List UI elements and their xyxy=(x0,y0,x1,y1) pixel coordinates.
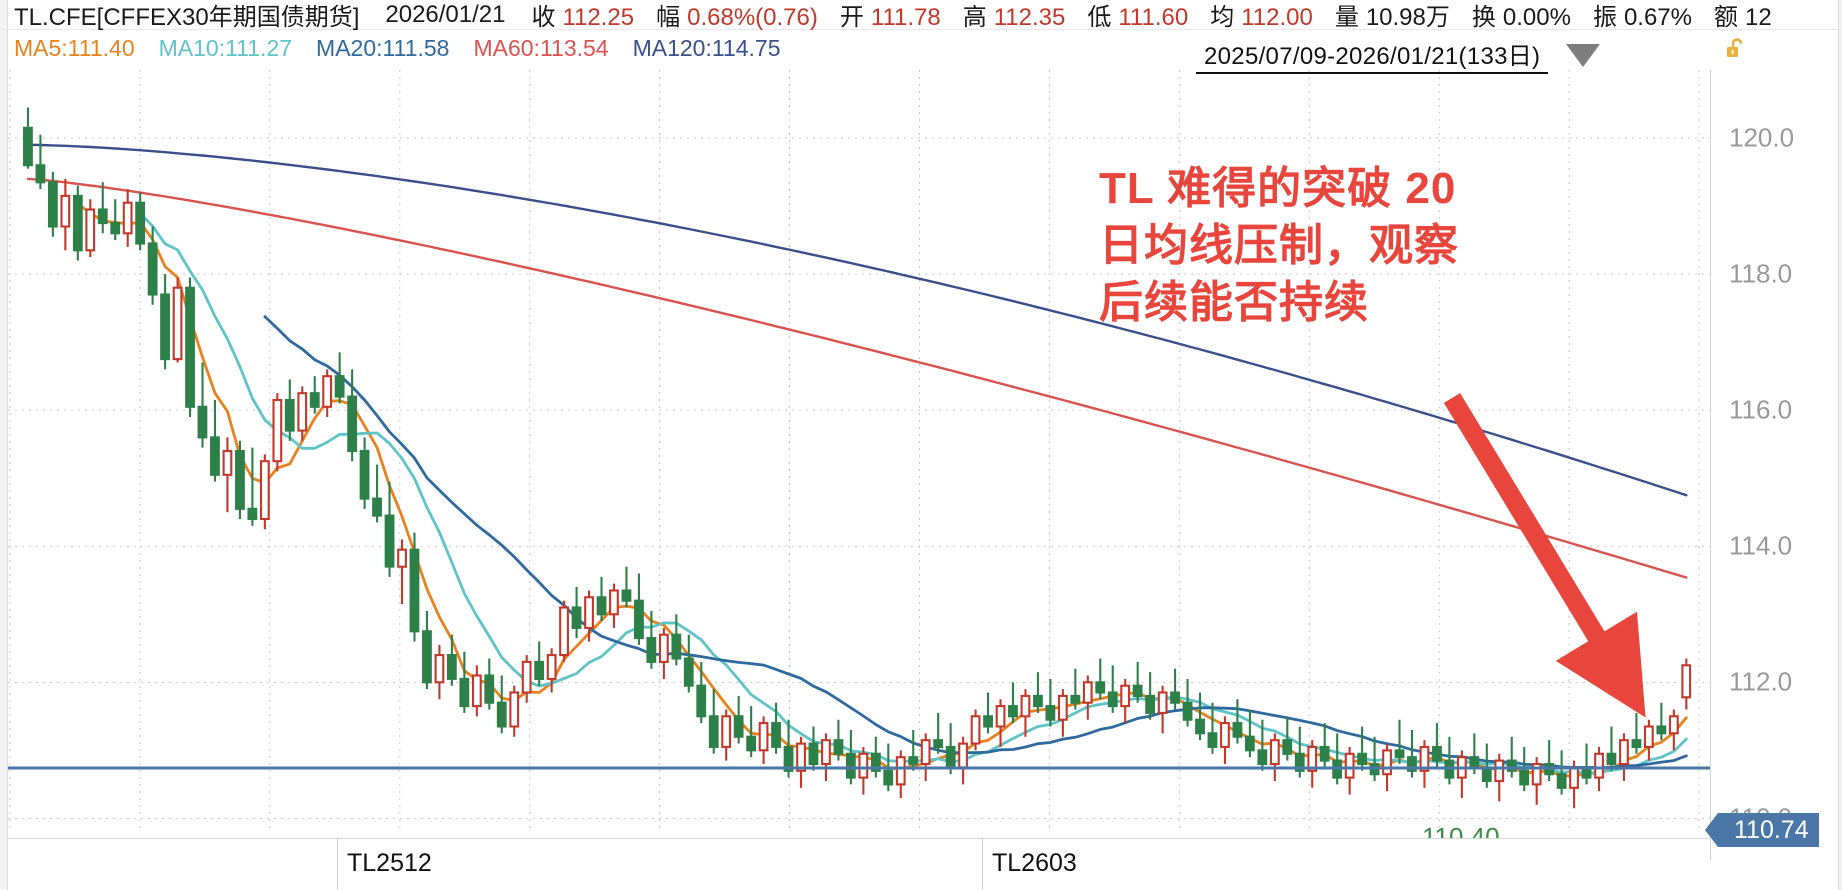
quote-field-label: 量 xyxy=(1334,4,1359,31)
quote-field-value: 112.35 xyxy=(993,4,1066,31)
quote-field-value: 111.78 xyxy=(870,4,941,31)
contract-label: TL2603 xyxy=(992,849,1077,877)
quote-field-value: 10.98万 xyxy=(1365,4,1450,31)
unlock-icon[interactable] xyxy=(1723,36,1749,62)
annotation-line: TL 难得的突破 20 xyxy=(1099,164,1457,213)
ma-legend-ma60: MA60:113.54 xyxy=(473,34,609,61)
chevron-down-icon[interactable] xyxy=(1566,43,1601,67)
price-tick: 114.0 xyxy=(1729,530,1793,561)
quote-date: 2026/01/21 xyxy=(385,0,506,28)
last-price-badge: 110.74 xyxy=(1705,813,1819,847)
quote-field-value: 0.68%(0.76) xyxy=(687,4,818,31)
symbol-title: TL.CFE[CFFEX30年期国债期货] xyxy=(14,4,360,31)
annotation-line: 后续能否持续 xyxy=(1099,278,1369,328)
price-tick: 120.0 xyxy=(1729,122,1795,153)
quote-field-label: 高 xyxy=(962,4,987,31)
quote-field-label: 开 xyxy=(839,4,864,31)
contract-separator xyxy=(982,839,983,890)
price-chart-plot[interactable] xyxy=(8,70,1710,832)
price-tick: 112.0 xyxy=(1729,666,1793,697)
date-range-selector[interactable]: 2025/07/09-2026/01/21(133日) xyxy=(1196,36,1601,74)
quote-field-label: 幅 xyxy=(656,4,681,31)
quote-field-value: 12 xyxy=(1745,4,1772,31)
quote-header-bar: TL.CFE[CFFEX30年期国债期货] 2026/01/21 收 112.25… xyxy=(0,0,1842,32)
quote-field-value: 0.67% xyxy=(1623,4,1692,31)
quote-field-label: 振 xyxy=(1592,4,1617,31)
annotation-text: TL 难得的突破 20 日均线压制，观察 后续能否持续 xyxy=(1099,160,1549,332)
contract-axis: TL2512 TL2603 xyxy=(8,838,1710,890)
contract-separator xyxy=(337,839,338,890)
last-price-value: 110.74 xyxy=(1734,815,1809,844)
quote-fields: 收 112.25 幅 0.68%(0.76) 开 111.78 高 112.35 低 111.60… xyxy=(532,0,1794,32)
quote-field-label: 收 xyxy=(531,4,556,31)
quote-field-value: 112.25 xyxy=(562,4,635,31)
contract-label: TL2512 xyxy=(347,849,432,877)
quote-field-value: 112.00 xyxy=(1241,4,1313,31)
price-tick: 118.0 xyxy=(1729,258,1793,289)
price-tick: 116.0 xyxy=(1729,394,1793,425)
ma-legend-ma10: MA10:111.27 xyxy=(158,34,293,61)
quote-field-label: 低 xyxy=(1087,4,1112,31)
annotation-line: 日均线压制，观察 xyxy=(1099,221,1459,271)
ma-legend-ma5: MA5:111.40 xyxy=(14,34,135,61)
ma-legend: MA5:111.40 MA10:111.27 MA20:111.58 MA60:113… xyxy=(14,33,805,63)
ma-legend-ma120: MA120:114.75 xyxy=(632,34,781,61)
ma-legend-ma20: MA20:111.58 xyxy=(316,34,450,61)
candlestick-canvas[interactable] xyxy=(8,70,1710,832)
quote-field-label: 换 xyxy=(1471,4,1496,31)
quote-field-label: 均 xyxy=(1210,4,1235,31)
quote-field-value: 0.00% xyxy=(1502,4,1571,31)
quote-field-label: 额 xyxy=(1714,4,1738,31)
date-range-label[interactable]: 2025/07/09-2026/01/21(133日) xyxy=(1196,36,1549,74)
left-rail xyxy=(0,0,8,890)
quote-field-value: 111.60 xyxy=(1118,4,1189,31)
right-scrollbar[interactable] xyxy=(1838,0,1842,890)
